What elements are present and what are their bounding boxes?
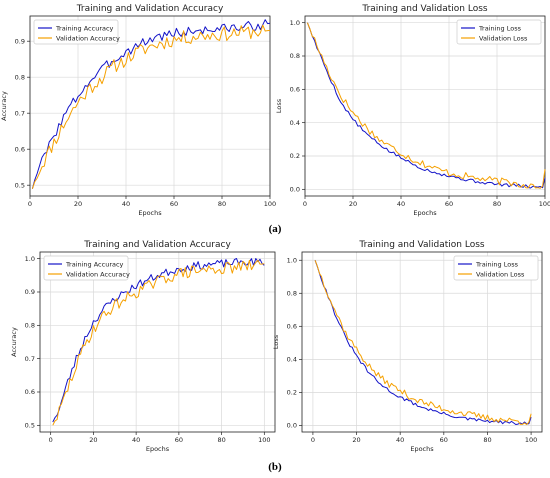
- y-tick-label: 0.8: [25, 322, 35, 330]
- legend-label: Training Accuracy: [65, 260, 124, 268]
- y-axis-label: Accuracy: [10, 327, 18, 357]
- x-tick-label: 60: [170, 200, 178, 208]
- y-tick-label: 0.6: [287, 323, 297, 331]
- x-tick-label: 100: [258, 436, 270, 444]
- series-line-validation-loss: [306, 22, 546, 189]
- x-tick-label: 60: [445, 200, 453, 208]
- chart-title: Training and Validation Accuracy: [76, 4, 224, 14]
- x-axis-label: Epochs: [138, 209, 162, 217]
- x-tick-label: 100: [264, 200, 276, 208]
- legend-label: Validation Loss: [479, 34, 528, 42]
- legend-label: Training Loss: [478, 24, 522, 32]
- y-tick-label: 0.6: [15, 145, 25, 153]
- x-tick-label: 60: [175, 436, 183, 444]
- y-axis-label: Accuracy: [0, 91, 8, 121]
- y-tick-label: 0.5: [25, 422, 35, 430]
- y-tick-label: 0.2: [287, 389, 297, 397]
- x-tick-label: 20: [74, 200, 82, 208]
- plot-frame: [29, 15, 271, 197]
- x-tick-label: 40: [132, 436, 140, 444]
- x-tick-label: 80: [217, 436, 225, 444]
- y-axis-label: Loss: [272, 334, 280, 349]
- x-tick-label: 0: [49, 436, 53, 444]
- x-tick-label: 20: [89, 436, 97, 444]
- y-tick-label: 0.6: [25, 388, 35, 396]
- x-tick-label: 40: [122, 200, 130, 208]
- chart-title: Training and Validation Accuracy: [83, 240, 231, 250]
- y-tick-label: 0.5: [15, 181, 25, 189]
- legend-box: [453, 255, 539, 281]
- y-tick-label: 0.4: [287, 356, 297, 364]
- caption-b: (b): [268, 461, 282, 473]
- x-tick-label: 0: [303, 200, 307, 208]
- y-tick-label: 0.7: [25, 355, 35, 363]
- x-tick-label: 80: [493, 200, 501, 208]
- series-line-validation-accuracy: [52, 259, 265, 426]
- series-line-training-accuracy: [52, 258, 265, 423]
- x-axis-label: Epochs: [146, 445, 170, 453]
- chart-a-loss: 0 20 40 60 80 100 0.0 0.2 0.4 0.6 0.8 1.0 Training a…: [275, 4, 550, 217]
- x-tick-label: 40: [397, 200, 405, 208]
- legend-label: Validation Accuracy: [66, 270, 130, 278]
- x-tick-label: 60: [440, 436, 448, 444]
- series-line-validation-loss: [314, 260, 532, 426]
- y-tick-label: 1.0: [290, 19, 300, 27]
- x-axis-label: Epochs: [410, 445, 434, 453]
- series-line-training-loss: [314, 260, 532, 425]
- x-tick-label: 80: [218, 200, 226, 208]
- legend-label: Training Accuracy: [55, 24, 114, 32]
- legend-label: Validation Accuracy: [56, 34, 120, 42]
- plot-frame: [301, 251, 543, 433]
- chart-title: Training and Validation Loss: [358, 240, 485, 250]
- y-tick-label: 0.6: [290, 86, 300, 94]
- chart-a-accuracy: 0 20 40 60 80 100 0.5 0.6 0.7 0.8 0.9 Training and …: [0, 4, 276, 217]
- legend-label: Validation Loss: [476, 270, 525, 278]
- y-tick-label: 0.8: [287, 289, 297, 297]
- caption-a: (a): [269, 223, 282, 235]
- chart-title: Training and Validation Loss: [361, 4, 488, 14]
- x-tick-label: 20: [349, 200, 357, 208]
- y-tick-label: 0.8: [15, 73, 25, 81]
- y-tick-label: 0.0: [290, 186, 300, 194]
- y-tick-label: 1.0: [25, 255, 35, 263]
- y-tick-label: 0.8: [290, 52, 300, 60]
- x-tick-label: 20: [352, 436, 360, 444]
- x-tick-label: 100: [539, 200, 550, 208]
- plot-frame: [304, 15, 546, 197]
- y-tick-label: 1.0: [287, 256, 297, 264]
- x-tick-label: 0: [28, 200, 32, 208]
- y-tick-label: 0.7: [15, 109, 25, 117]
- chart-b-loss: 0 20 40 60 80 100 0.0 0.2 0.4 0.6 0.8 1.0 Training a…: [272, 240, 543, 453]
- legend-label: Training Loss: [475, 260, 519, 268]
- series-line-training-accuracy: [31, 19, 271, 189]
- legend-box: [33, 19, 119, 45]
- x-tick-label: 100: [525, 436, 537, 444]
- y-tick-label: 0.9: [15, 37, 25, 45]
- y-axis-label: Loss: [275, 98, 283, 113]
- plot-frame: [39, 251, 276, 433]
- legend-box: [43, 255, 129, 281]
- y-tick-label: 0.4: [290, 119, 300, 127]
- legend-box: [456, 19, 542, 45]
- x-tick-label: 0: [311, 436, 315, 444]
- series-line-validation-accuracy: [31, 24, 271, 189]
- y-tick-label: 0.0: [287, 422, 297, 430]
- series-line-training-loss: [306, 22, 546, 189]
- x-tick-label: 40: [396, 436, 404, 444]
- y-tick-label: 0.2: [290, 152, 300, 160]
- chart-b-accuracy: 0 20 40 60 80 100 0.5 0.6 0.7 0.8 0.9 1.0 Training a…: [10, 240, 276, 453]
- x-tick-label: 80: [483, 436, 491, 444]
- y-tick-label: 0.9: [25, 288, 35, 296]
- x-axis-label: Epochs: [413, 209, 437, 217]
